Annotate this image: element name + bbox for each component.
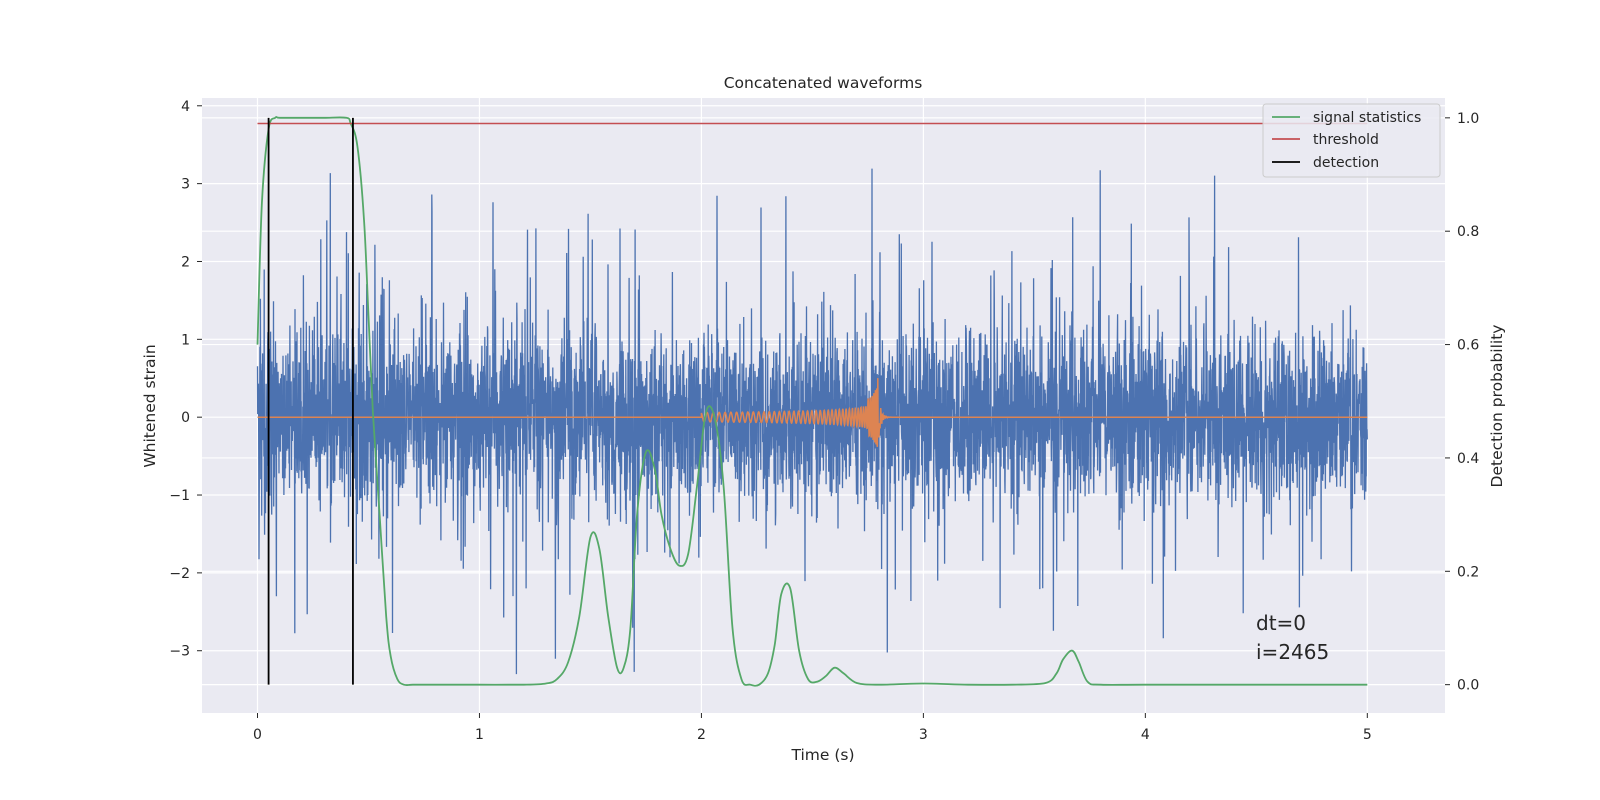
y2-tick-label: 1.0 [1457, 111, 1479, 127]
x-tick-label: 4 [1141, 727, 1150, 743]
annotation-dt: dt=0 [1256, 611, 1306, 635]
x-tick-label: 5 [1363, 727, 1372, 743]
x-tick-label: 2 [697, 727, 706, 743]
y-tick-label: 3 [181, 177, 190, 193]
y2-tick-label: 0.4 [1457, 451, 1479, 467]
y-axis-label: Whitened strain [141, 344, 159, 467]
chart-title: Concatenated waveforms [724, 74, 923, 92]
y2-tick-label: 0.6 [1457, 338, 1479, 354]
y-tick-label: 4 [181, 99, 190, 115]
x-tick-label: 0 [253, 727, 262, 743]
y-tick-label: −2 [169, 566, 190, 582]
y-axis-left-ticks: −3 −2 −1 0 1 2 3 4 [169, 99, 202, 660]
y-axis-right-ticks: 0.0 0.2 0.4 0.6 0.8 1.0 [1445, 111, 1479, 694]
y-tick-label: −3 [169, 644, 190, 660]
legend-label-threshold: threshold [1313, 132, 1379, 148]
signal-statistics-line [256, 116, 1368, 687]
y2-tick-label: 0.8 [1457, 224, 1479, 240]
legend-label-detection: detection [1313, 155, 1379, 171]
legend-box [1262, 103, 1441, 178]
annotation-i: i=2465 [1256, 640, 1329, 664]
y-tick-label: −1 [169, 488, 190, 504]
x-axis-label: Time (s) [790, 746, 854, 764]
detection-lines [267, 117, 354, 685]
y2-tick-label: 0.0 [1457, 678, 1479, 694]
y-tick-label: 0 [181, 410, 190, 426]
legend-label-signal-statistics: signal statistics [1313, 110, 1421, 126]
legend: signal statistics threshold detection [1262, 103, 1441, 178]
y-tick-label: 1 [181, 332, 190, 348]
injection-series-line [257, 378, 1368, 447]
x-axis-ticks: 0 1 2 3 4 5 [253, 713, 1372, 743]
y-axis-right-label: Detection probability [1488, 325, 1506, 488]
y-tick-label: 2 [181, 254, 190, 270]
strain-series-line [256, 168, 1368, 675]
y2-tick-label: 0.2 [1457, 564, 1479, 580]
x-tick-label: 3 [919, 727, 928, 743]
x-tick-label: 1 [475, 727, 484, 743]
